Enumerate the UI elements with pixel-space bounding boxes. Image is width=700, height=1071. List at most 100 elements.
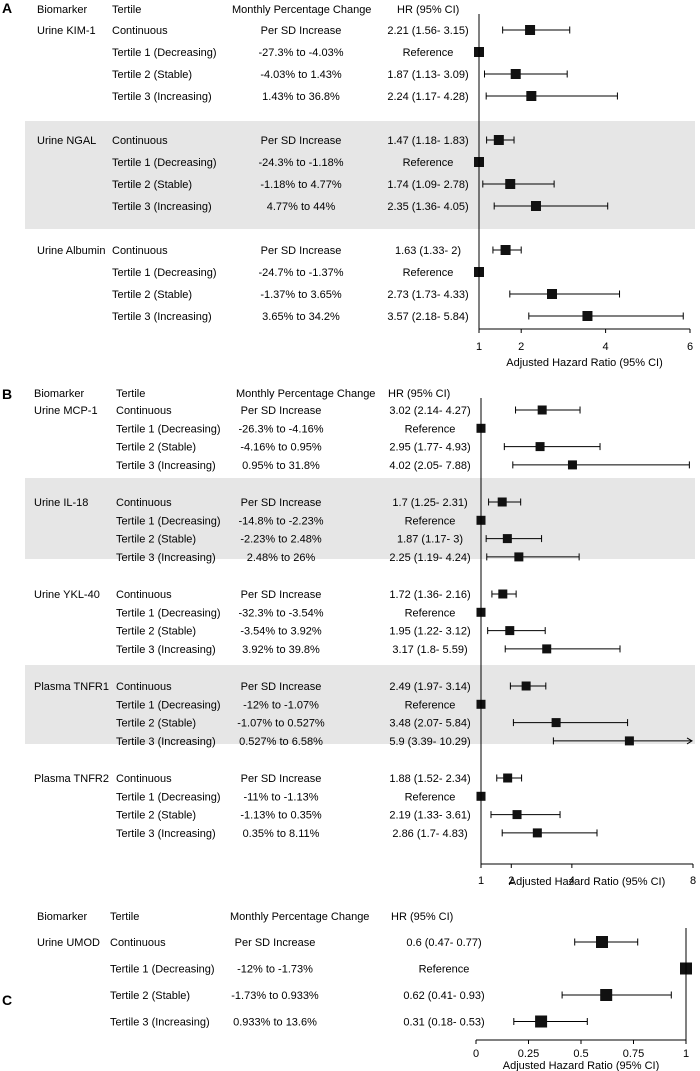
- tertile-label: Tertile 3 (Increasing): [112, 201, 212, 213]
- hr-ci-label: 1.87 (1.13- 3.09): [387, 69, 468, 81]
- x-tick-label: 0: [473, 1048, 479, 1060]
- x-tick-label: 0.75: [623, 1048, 644, 1060]
- hr-marker: [547, 289, 558, 299]
- percent-change-label: -1.73% to 0.933%: [231, 990, 319, 1002]
- hr-ci-label: Reference: [405, 607, 456, 619]
- tertile-label: Tertile 1 (Decreasing): [116, 423, 221, 435]
- hr-ci-label: 1.47 (1.18- 1.83): [387, 135, 468, 147]
- x-axis-title: Adjusted Hazard Ratio (95% CI): [506, 357, 663, 369]
- hr-marker: [500, 245, 511, 255]
- hr-marker: [535, 442, 545, 452]
- panel-a: A Biomarker Tertile Monthly Percentage Chan…: [2, 0, 695, 369]
- hr-marker: [532, 828, 542, 838]
- hr-marker: [512, 810, 522, 820]
- column-header: HR (95% CI): [388, 388, 450, 400]
- panel-b: B Biomarker Tertile Monthly Percentage Chan…: [2, 386, 696, 888]
- hr-ci-label: 3.02 (2.14- 4.27): [389, 405, 470, 417]
- percent-change-label: Per SD Increase: [241, 681, 322, 693]
- tertile-label: Tertile 3 (Increasing): [116, 552, 216, 564]
- x-tick-label: 0.25: [518, 1048, 539, 1060]
- hr-ci-label: 1.87 (1.17- 3): [397, 534, 463, 546]
- percent-change-label: -27.3% to -4.03%: [259, 47, 344, 59]
- percent-change-label: Per SD Increase: [241, 405, 322, 417]
- tertile-label: Tertile 3 (Increasing): [116, 460, 216, 472]
- column-header: Tertile: [110, 911, 139, 923]
- hr-ci-label: 2.24 (1.17- 4.28): [387, 91, 468, 103]
- tertile-label: Tertile 3 (Increasing): [112, 311, 212, 323]
- column-header: Tertile: [112, 4, 141, 16]
- panel-c: C Biomarker Tertile Monthly Percentage Chan…: [2, 911, 692, 1071]
- hr-ci-label: 2.86 (1.7- 4.83): [392, 828, 467, 840]
- percent-change-label: 0.95% to 31.8%: [242, 460, 320, 472]
- x-tick-label: 4: [569, 875, 575, 887]
- hr-ci-label: 0.62 (0.41- 0.93): [403, 990, 484, 1002]
- tertile-label: Tertile 1 (Decreasing): [112, 47, 217, 59]
- percent-change-label: -3.54% to 3.92%: [240, 626, 322, 638]
- column-header: Biomarker: [37, 911, 87, 923]
- hr-ci-label: Reference: [405, 791, 456, 803]
- column-header: HR (95% CI): [391, 911, 453, 923]
- tertile-label: Tertile 2 (Stable): [116, 534, 196, 546]
- percent-change-label: Per SD Increase: [261, 25, 342, 37]
- tertile-label: Continuous: [116, 681, 172, 693]
- percent-change-label: 3.65% to 34.2%: [262, 311, 340, 323]
- percent-change-label: -11% to -1.13%: [243, 791, 318, 803]
- hr-marker: [514, 552, 524, 562]
- column-header: Monthly Percentage Change: [230, 911, 369, 923]
- tertile-label: Tertile 1 (Decreasing): [116, 791, 221, 803]
- biomarker-label: Urine MCP-1: [34, 405, 98, 417]
- hr-marker: [505, 179, 516, 189]
- tertile-label: Tertile 3 (Increasing): [116, 736, 216, 748]
- tertile-label: Tertile 2 (Stable): [116, 810, 196, 822]
- hr-marker: [505, 626, 515, 636]
- hr-ci-label: 2.21 (1.56- 3.15): [387, 25, 468, 37]
- biomarker-label: Urine YKL-40: [34, 589, 100, 601]
- biomarker-label: Urine IL-18: [34, 497, 88, 509]
- hr-ci-label: 2.25 (1.19- 4.24): [389, 552, 470, 564]
- percent-change-label: -1.37% to 3.65%: [260, 289, 342, 301]
- hr-ci-label: 2.73 (1.73- 4.33): [387, 289, 468, 301]
- percent-change-label: Per SD Increase: [241, 497, 322, 509]
- tertile-label: Tertile 2 (Stable): [116, 718, 196, 730]
- percent-change-label: 3.92% to 39.8%: [242, 644, 320, 656]
- tertile-label: Continuous: [116, 497, 172, 509]
- tertile-label: Tertile 3 (Increasing): [116, 828, 216, 840]
- percent-change-label: Per SD Increase: [235, 937, 316, 949]
- percent-change-label: -24.3% to -1.18%: [259, 157, 344, 169]
- percent-change-label: 0.527% to 6.58%: [239, 736, 323, 748]
- panel-letter: C: [2, 992, 12, 1008]
- hr-ci-label: 5.9 (3.39- 10.29): [389, 736, 470, 748]
- biomarker-label: Urine KIM-1: [37, 25, 96, 37]
- hr-marker: [497, 497, 507, 507]
- tertile-label: Tertile 1 (Decreasing): [116, 607, 221, 619]
- percent-change-label: -12% to -1.07%: [243, 699, 319, 711]
- hr-ci-label: 0.31 (0.18- 0.53): [403, 1017, 484, 1029]
- hr-ci-label: Reference: [419, 964, 470, 976]
- tertile-label: Continuous: [112, 245, 168, 257]
- tertile-label: Tertile 1 (Decreasing): [112, 267, 217, 279]
- hr-ci-label: Reference: [405, 423, 456, 435]
- column-header: Monthly Percentage Change: [232, 4, 371, 16]
- hr-marker: [600, 989, 613, 1001]
- tertile-label: Tertile 3 (Increasing): [110, 1017, 210, 1029]
- percent-change-label: Per SD Increase: [241, 589, 322, 601]
- percent-change-label: -24.7% to -1.37%: [259, 267, 344, 279]
- x-tick-label: 8: [690, 875, 696, 887]
- biomarker-label: Urine NGAL: [37, 135, 96, 147]
- tertile-label: Tertile 1 (Decreasing): [116, 515, 221, 527]
- percent-change-label: Per SD Increase: [261, 245, 342, 257]
- percent-change-label: 4.77% to 44%: [267, 201, 336, 213]
- percent-change-label: 2.48% to 26%: [247, 552, 316, 564]
- hr-marker: [624, 736, 634, 746]
- tertile-label: Tertile 3 (Increasing): [112, 91, 212, 103]
- hr-marker: [551, 718, 561, 728]
- hr-marker: [525, 25, 536, 35]
- percent-change-label: -14.8% to -2.23%: [239, 515, 324, 527]
- hr-ci-label: 1.74 (1.09- 2.78): [387, 179, 468, 191]
- hr-ci-label: 4.02 (2.05- 7.88): [389, 460, 470, 472]
- hr-marker: [542, 644, 552, 654]
- hr-marker: [596, 936, 608, 948]
- group-shading: [25, 121, 695, 229]
- hr-marker: [502, 534, 512, 544]
- biomarker-label: Plasma TNFR1: [34, 681, 109, 693]
